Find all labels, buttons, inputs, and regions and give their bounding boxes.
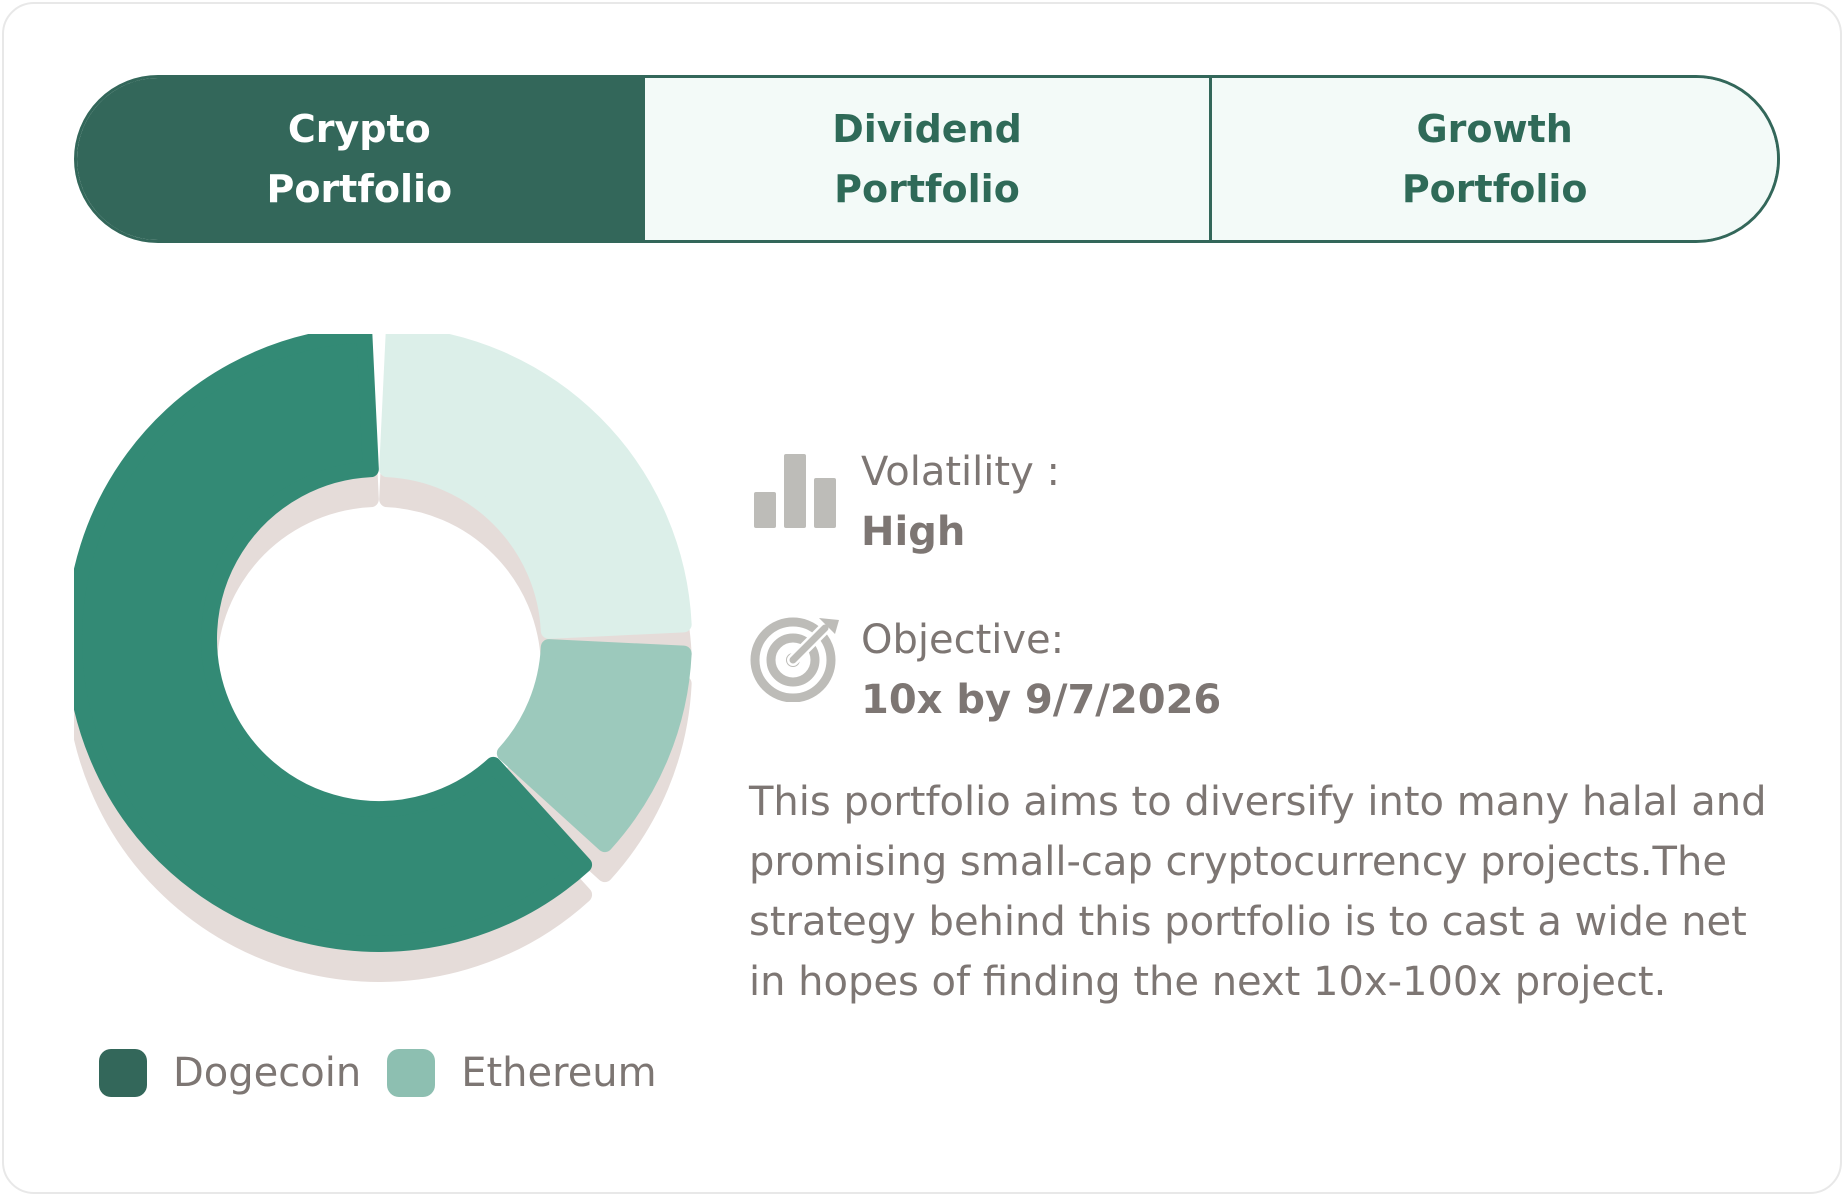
legend-swatch-dogecoin bbox=[99, 1049, 147, 1097]
tab-label: Dividend Portfolio bbox=[832, 107, 1022, 211]
volatility-row: Volatility : High bbox=[749, 442, 1060, 562]
legend-label-ethereum: Ethereum bbox=[461, 1050, 657, 1096]
tab-crypto-portfolio[interactable]: Crypto Portfolio bbox=[77, 78, 642, 240]
legend-swatch-ethereum bbox=[387, 1049, 436, 1097]
tab-dividend-portfolio[interactable]: Dividend Portfolio bbox=[641, 78, 1210, 240]
portfolio-tabs: Crypto Portfolio Dividend Portfolio Grow… bbox=[74, 75, 1780, 243]
legend-item-dogecoin: Dogecoin bbox=[99, 1049, 361, 1097]
portfolio-donut-chart bbox=[74, 334, 692, 982]
bar-chart-icon bbox=[754, 454, 836, 528]
tab-growth-portfolio[interactable]: Growth Portfolio bbox=[1209, 78, 1777, 240]
objective-row: Objective: 10x by 9/7/2026 bbox=[749, 610, 1221, 730]
objective-label: Objective: bbox=[861, 617, 1065, 663]
target-icon bbox=[750, 617, 839, 702]
tab-label: Growth Portfolio bbox=[1401, 107, 1588, 211]
tab-label: Crypto Portfolio bbox=[266, 107, 453, 211]
donut-slice-1 bbox=[379, 334, 692, 639]
volatility-label: Volatility : bbox=[861, 449, 1060, 495]
volatility-value: High bbox=[861, 509, 966, 555]
portfolio-description: This portfolio aims to diversify into ma… bbox=[749, 779, 1767, 1005]
chart-legend: Dogecoin Ethereum bbox=[99, 1049, 683, 1097]
legend-item-ethereum: Ethereum bbox=[387, 1049, 657, 1097]
donut-slice-0 bbox=[74, 334, 593, 952]
objective-value: 10x by 9/7/2026 bbox=[861, 677, 1222, 723]
volatility-text: Volatility : High bbox=[861, 442, 1060, 562]
objective-text: Objective: 10x by 9/7/2026 bbox=[861, 610, 1221, 730]
donut-slice-2 bbox=[496, 639, 692, 853]
legend-label-dogecoin: Dogecoin bbox=[173, 1050, 362, 1096]
